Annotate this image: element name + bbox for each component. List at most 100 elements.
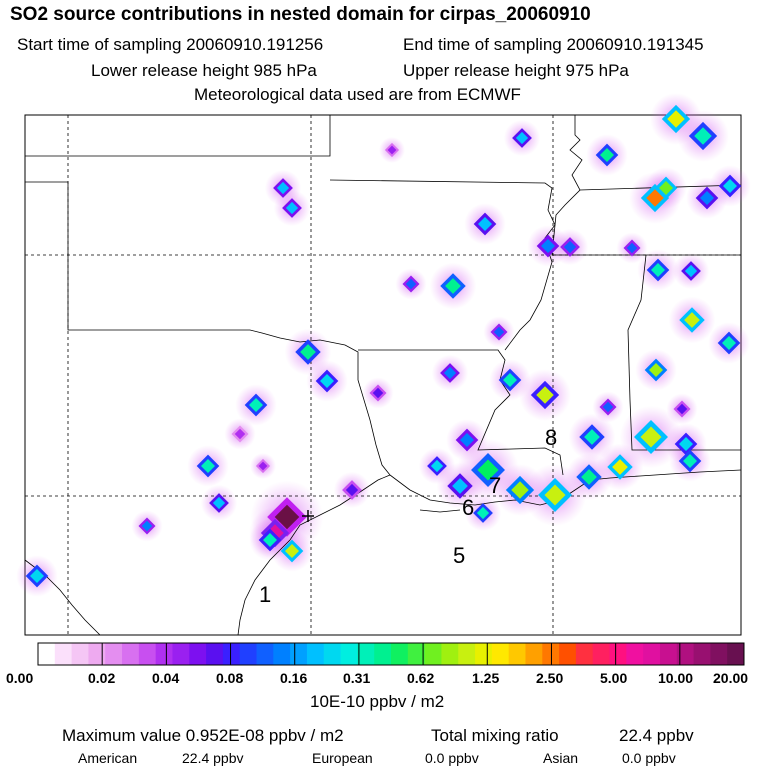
colorbar-swatch: [189, 643, 207, 665]
source-cell-core: [584, 429, 600, 445]
source-cell-core: [648, 362, 664, 378]
colorbar-swatch: [374, 643, 392, 665]
source-cell-core: [650, 262, 666, 278]
colorbar-tick: 0.00: [6, 670, 34, 686]
colorbar-swatch: [407, 643, 426, 665]
source-cell-core: [544, 484, 566, 506]
source-cell-core: [502, 372, 518, 388]
source-cell-core: [452, 478, 468, 494]
colorbar-swatch: [138, 643, 157, 665]
source-cell-core: [536, 386, 554, 404]
source-cell-core: [372, 387, 384, 399]
region-label-6: 6: [462, 495, 475, 520]
source-cell-core: [445, 278, 461, 294]
colorbar-border: [37, 642, 745, 666]
colorbar-swatch: [542, 643, 560, 665]
colorbar-swatch: [609, 643, 627, 665]
colorbar-swatch: [693, 643, 711, 665]
colorbar-tick: 0.16: [280, 670, 308, 686]
region-label-5: 5: [453, 543, 466, 568]
colorbar-swatch: [239, 643, 258, 665]
cross-marker: [302, 510, 314, 522]
colorbar-swatch: [659, 643, 678, 665]
colorbar-tick: 0.08: [216, 670, 244, 686]
source-cell-core: [684, 312, 700, 328]
source-cell-core: [300, 344, 316, 360]
source-cell-core: [345, 483, 359, 497]
total-mixing-value: 22.4 ppbv: [619, 726, 694, 745]
colorbar-swatch: [424, 643, 442, 665]
colorbar-swatch: [88, 643, 106, 665]
source-cell-core: [602, 401, 614, 413]
source-cell-core: [258, 461, 268, 471]
grid-lines: [25, 115, 741, 635]
asian-value: 0.0 ppbv: [622, 750, 676, 766]
source-cells: [25, 104, 742, 588]
colorbar-swatch: [357, 643, 375, 665]
colorbar-tick: 20.00: [713, 670, 749, 686]
colorbar: [37, 642, 745, 666]
european-label: European: [312, 750, 373, 766]
asian-label: Asian: [543, 750, 579, 766]
colorbar-tick: 0.62: [407, 670, 435, 686]
total-mixing-label: Total mixing ratio: [431, 726, 559, 745]
colorbar-swatch: [172, 643, 190, 665]
source-cell-core: [274, 504, 300, 530]
colorbar-swatch: [306, 643, 325, 665]
plot-title: SO2 source contributions in nested domai…: [10, 4, 591, 25]
source-cell-core: [319, 373, 335, 389]
source-cell-core: [493, 326, 505, 338]
colorbar-swatch: [575, 643, 594, 665]
colorbar-swatch: [676, 643, 695, 665]
region-label-8: 8: [545, 425, 558, 450]
source-cell-core: [721, 335, 737, 351]
colorbar-swatch: [491, 643, 510, 665]
source-cell-core: [234, 428, 246, 440]
colorbar-swatch: [727, 643, 745, 665]
colorbar-unit: 10E-10 ppbv / m2: [310, 692, 445, 711]
colorbar-swatch: [626, 643, 644, 665]
source-cell-core: [511, 481, 529, 499]
colorbar-tick: 0.02: [88, 670, 116, 686]
source-cell-core: [612, 459, 628, 475]
colorbar-swatch: [340, 643, 358, 665]
source-cell-core: [678, 436, 694, 452]
source-cell-core: [477, 459, 499, 481]
colorbar-swatch: [256, 643, 274, 665]
source-cell-core: [430, 459, 444, 473]
region-label-1: 1: [259, 582, 272, 607]
colorbar-swatch: [71, 643, 89, 665]
colorbar-swatch: [559, 643, 577, 665]
colorbar-swatch: [525, 643, 543, 665]
source-cell-core: [476, 506, 490, 520]
colorbar-swatch: [122, 643, 140, 665]
american-value: 22.4 ppbv: [182, 750, 244, 766]
colorbar-tick: 0.31: [343, 670, 371, 686]
source-cell-core: [682, 453, 698, 469]
colorbar-swatch: [508, 643, 526, 665]
colorbar-swatch: [290, 643, 308, 665]
max-value-label: Maximum value 0.952E-08 ppbv / m2: [62, 726, 344, 745]
colorbar-swatch: [323, 643, 342, 665]
colorbar-swatch: [155, 643, 173, 665]
colorbar-swatch: [391, 643, 409, 665]
map-frame: [24, 114, 742, 636]
lower-release-label: Lower release height 985 hPa: [91, 61, 317, 80]
colorbar-tick: 1.25: [472, 670, 500, 686]
colorbar-swatch: [206, 643, 224, 665]
colorbar-swatch: [38, 643, 56, 665]
source-cell-core: [676, 403, 688, 415]
colorbar-swatch: [592, 643, 611, 665]
colorbar-tick: 10.00: [658, 670, 694, 686]
colorbar-swatch: [441, 643, 459, 665]
colorbar-swatch: [458, 643, 476, 665]
colorbar-tick: 5.00: [600, 670, 628, 686]
colorbar-swatch: [222, 643, 241, 665]
colorbar-swatch: [710, 643, 728, 665]
source-cell-core: [387, 145, 397, 155]
colorbar-tick: 2.50: [536, 670, 564, 686]
colorbar-swatch: [475, 643, 493, 665]
source-cell-core: [640, 426, 662, 448]
upper-release-label: Upper release height 975 hPa: [403, 61, 629, 80]
